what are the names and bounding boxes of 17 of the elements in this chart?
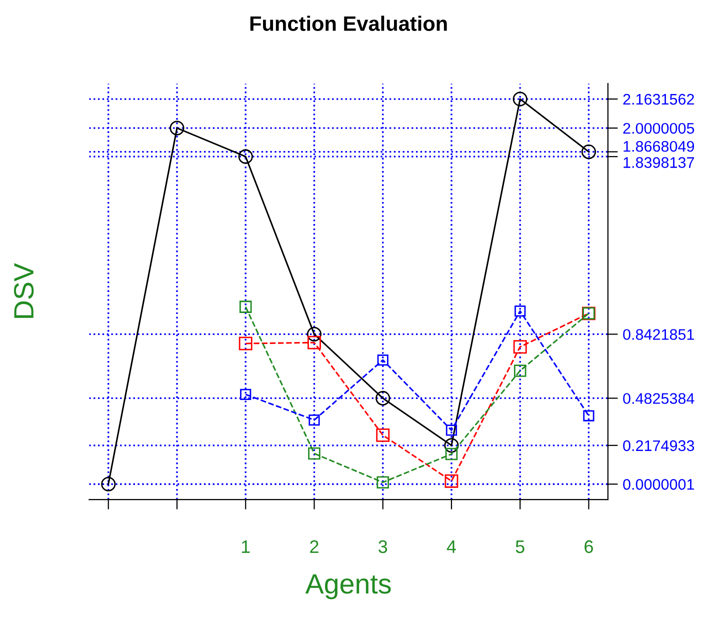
y-tick-label: 0.8421851 [623,329,694,340]
x-tick-label: 5 [516,540,524,554]
y-tick-label: 0.0000001 [623,479,694,490]
y-tick-label: 0.4825384 [623,393,694,404]
x-axis-title: Agents [305,574,391,600]
y-axis-title: DSV [14,263,34,318]
y-tick-label: 1.8398137 [624,157,694,168]
y-tick-label: 2.1631562 [623,94,694,105]
chart-title: Function Evaluation [250,16,447,31]
x-tick-label: 6 [584,540,593,554]
y-tick-label: 1.8668049 [624,140,694,152]
y-tick-label: 2.0000005 [623,122,694,134]
x-tick-label: 1 [242,540,250,553]
x-tick-label: 4 [446,540,456,553]
x-tick-label: 2 [310,540,318,553]
y-tick-label: 0.2174933 [623,440,694,452]
x-tick-label: 3 [378,540,388,554]
